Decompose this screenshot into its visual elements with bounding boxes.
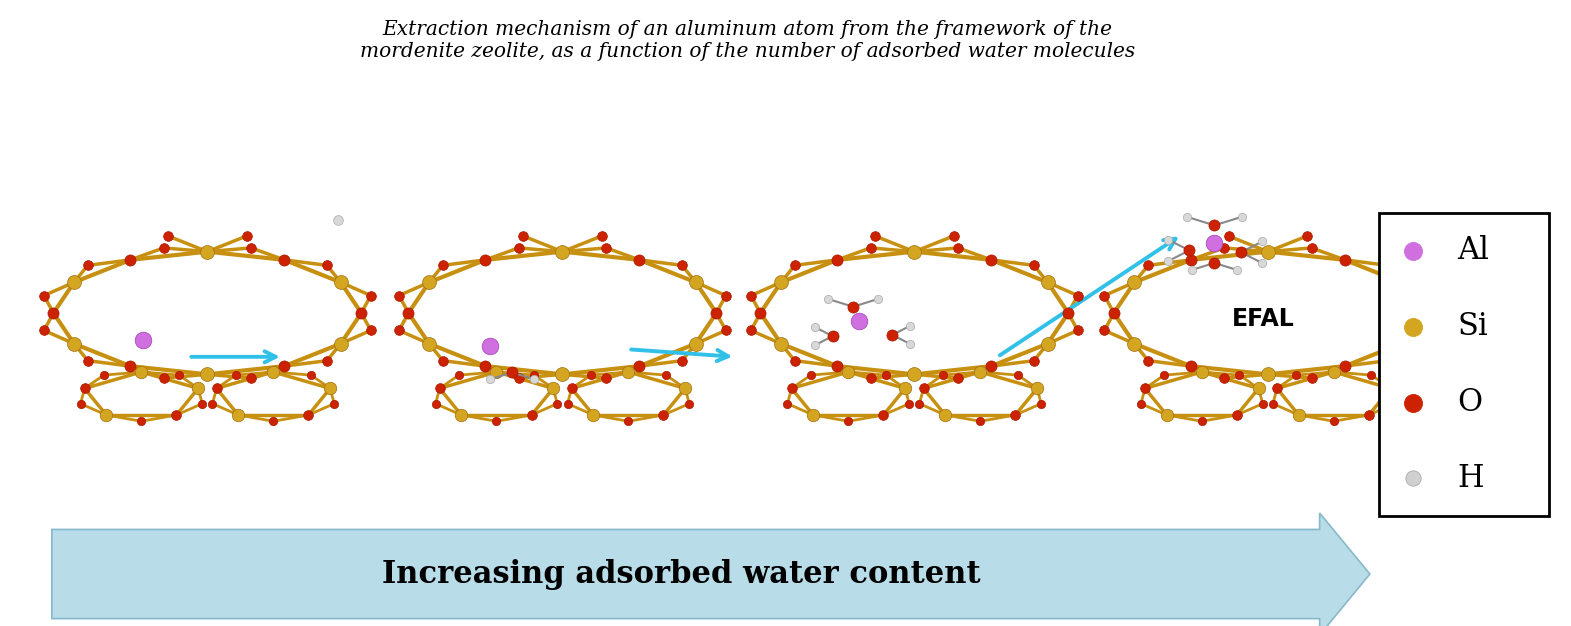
Text: Al: Al	[1458, 235, 1489, 266]
FancyArrow shape	[52, 513, 1370, 626]
Text: Extraction mechanism of an aluminum atom from the framework of the
mordenite zeo: Extraction mechanism of an aluminum atom…	[360, 20, 1136, 61]
Text: EFAL: EFAL	[1232, 307, 1295, 331]
Text: Si: Si	[1458, 311, 1488, 342]
Text: H: H	[1458, 463, 1485, 494]
Text: Increasing adsorbed water content: Increasing adsorbed water content	[382, 558, 980, 590]
Text: O: O	[1458, 387, 1483, 418]
FancyBboxPatch shape	[1379, 213, 1549, 516]
